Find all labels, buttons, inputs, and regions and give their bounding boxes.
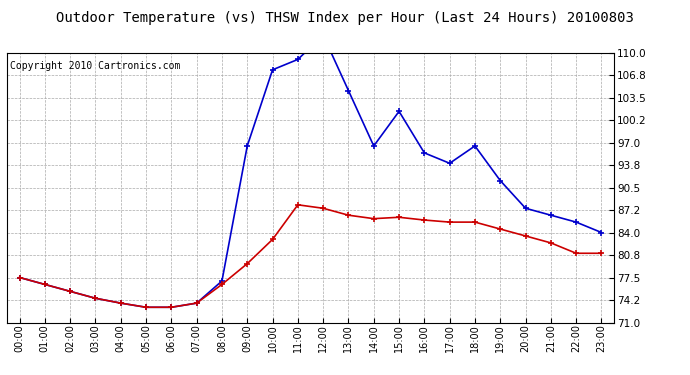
Text: Copyright 2010 Cartronics.com: Copyright 2010 Cartronics.com [10, 61, 180, 70]
Text: Outdoor Temperature (vs) THSW Index per Hour (Last 24 Hours) 20100803: Outdoor Temperature (vs) THSW Index per … [56, 11, 634, 25]
